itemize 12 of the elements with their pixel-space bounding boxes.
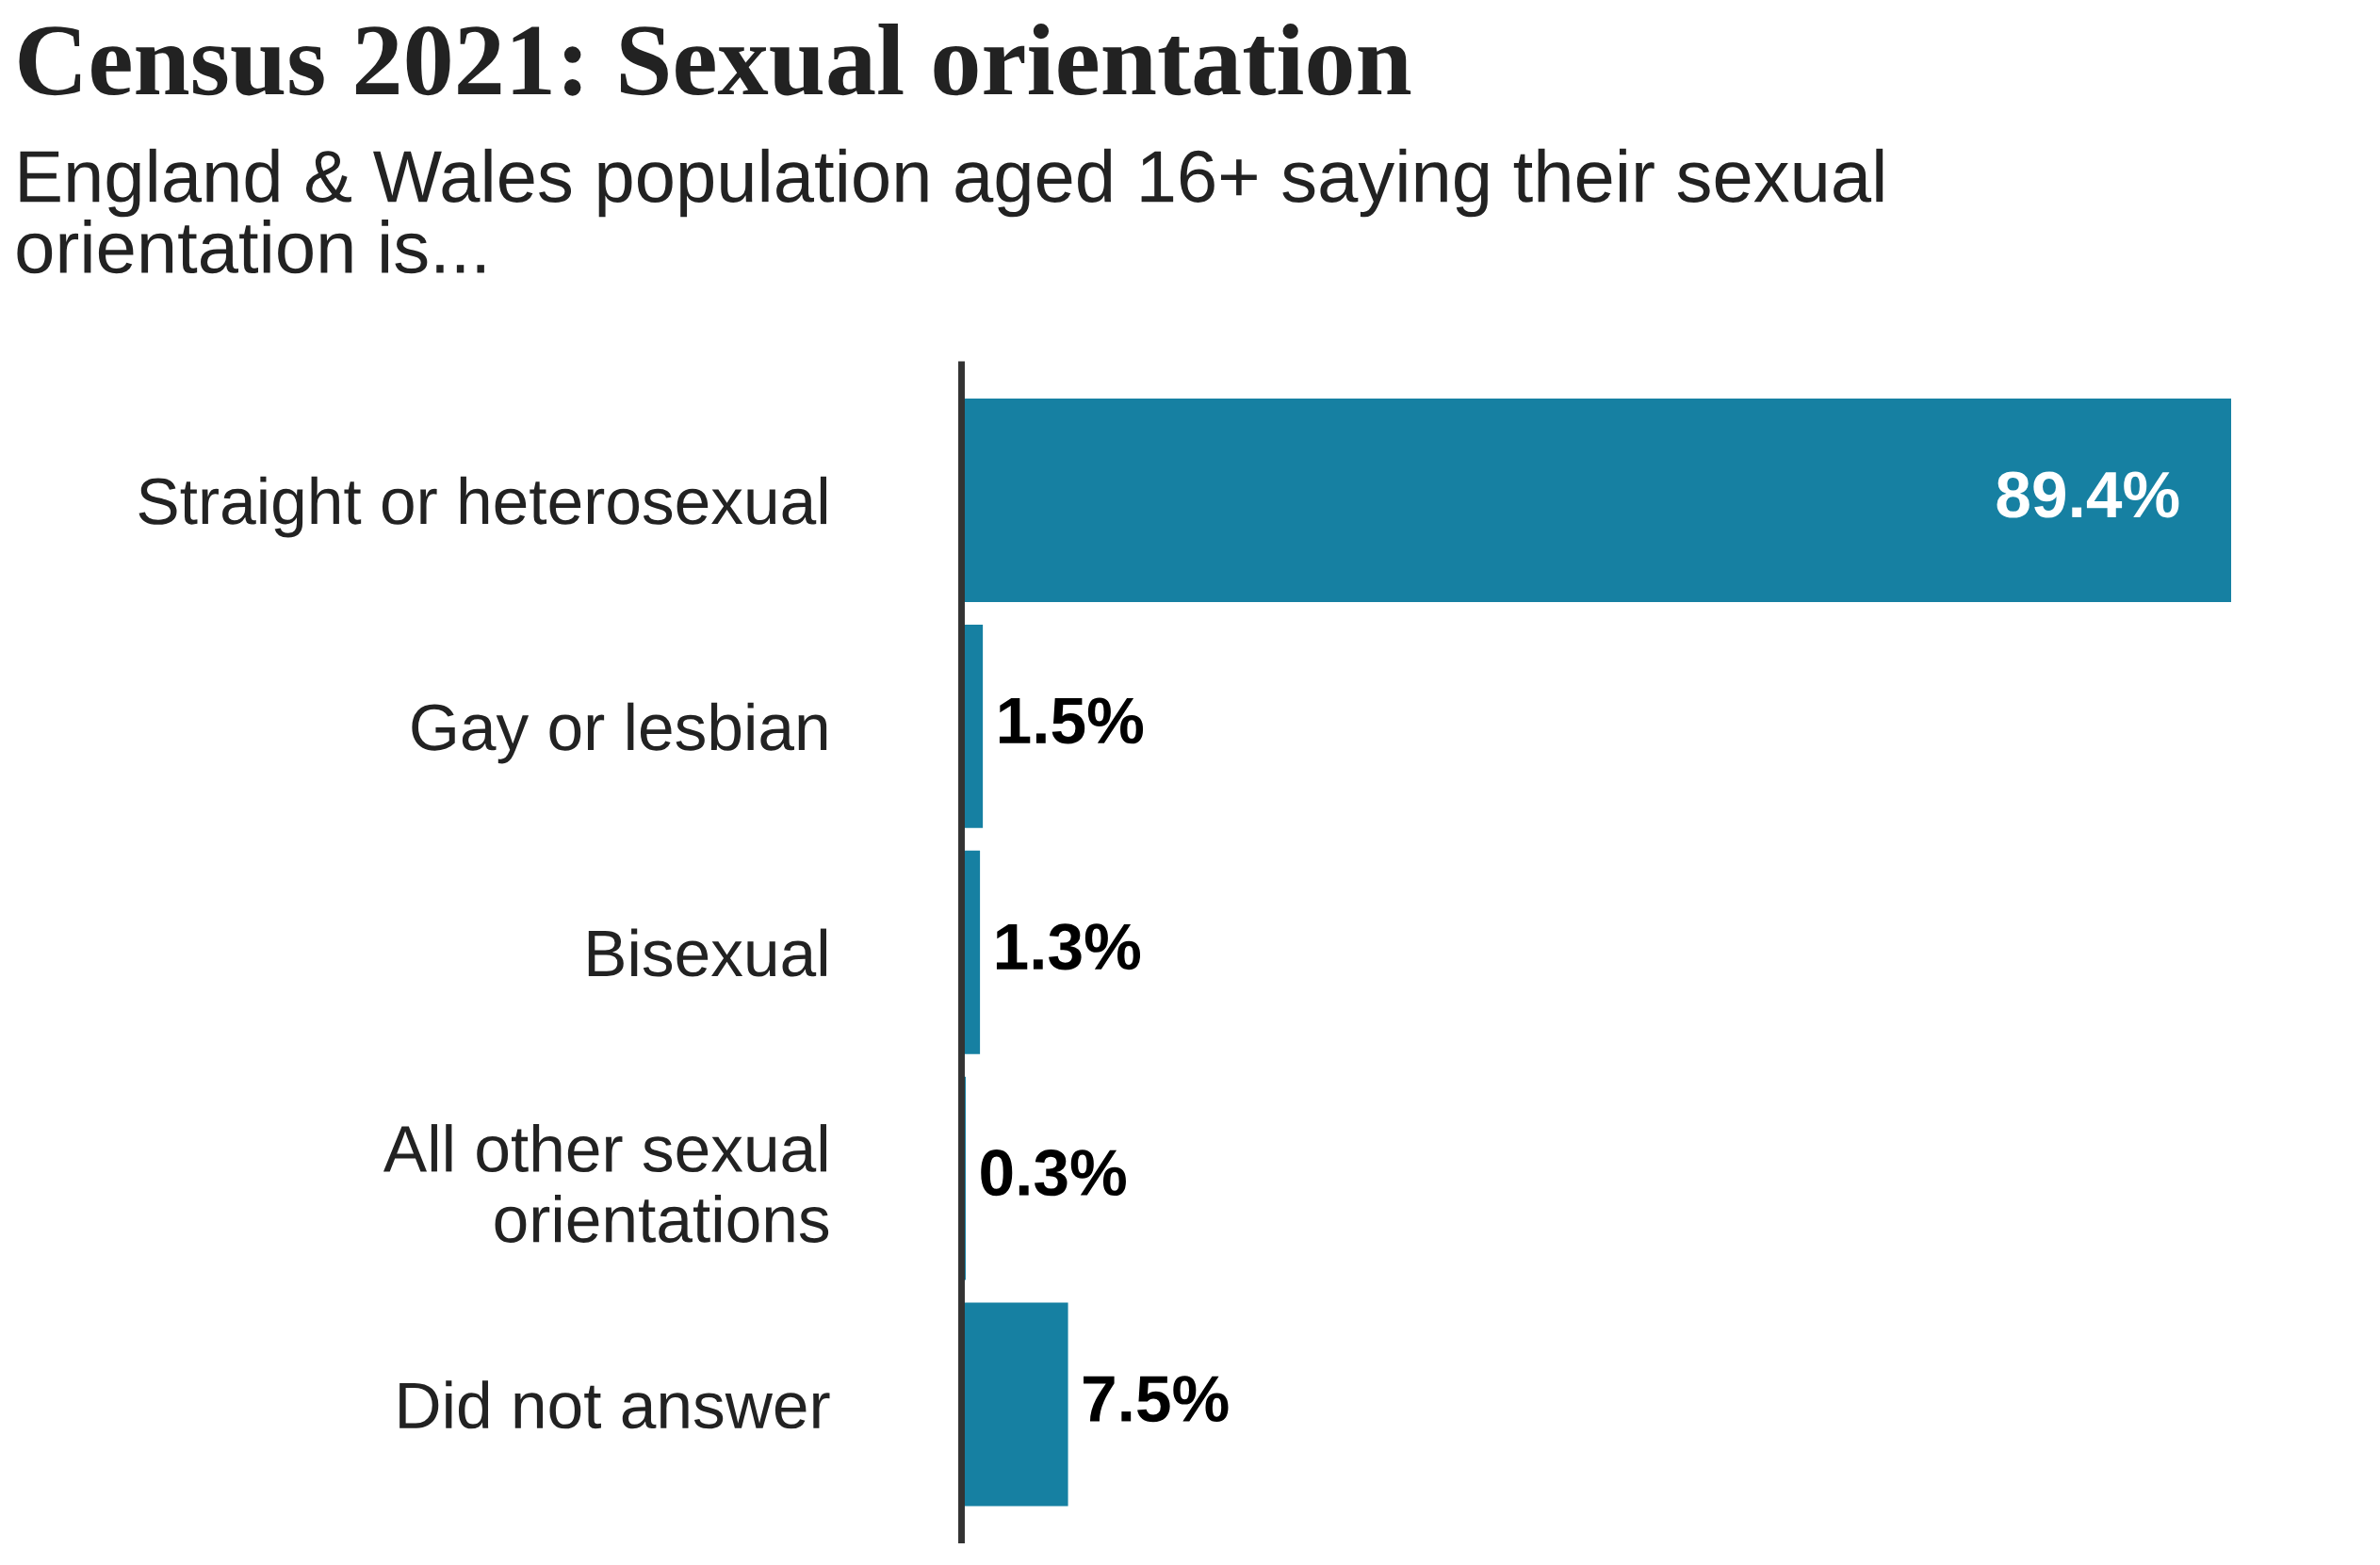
chart-title: Census 2021: Sexual orientation xyxy=(19,23,1411,96)
y-tick-label: Gay or lesbian xyxy=(412,702,827,764)
chart-subtitle: England & Wales population aged 16+ saying their sexual orientation is... xyxy=(17,148,1883,274)
data-label: 89.4% xyxy=(1997,471,2179,518)
y-tick-label: All other sexual orientations xyxy=(383,1124,829,1243)
data-label: 1.5% xyxy=(999,697,1144,744)
y-tick-label: Did not answer xyxy=(399,1380,830,1429)
data-label: 7.5% xyxy=(1084,1376,1229,1423)
y-tick-label: Bisexual xyxy=(588,928,826,977)
data-label: 1.3% xyxy=(996,923,1141,970)
data-label: 0.3% xyxy=(981,1149,1126,1197)
y-tick-label: Straight or heterosexual xyxy=(139,476,827,538)
